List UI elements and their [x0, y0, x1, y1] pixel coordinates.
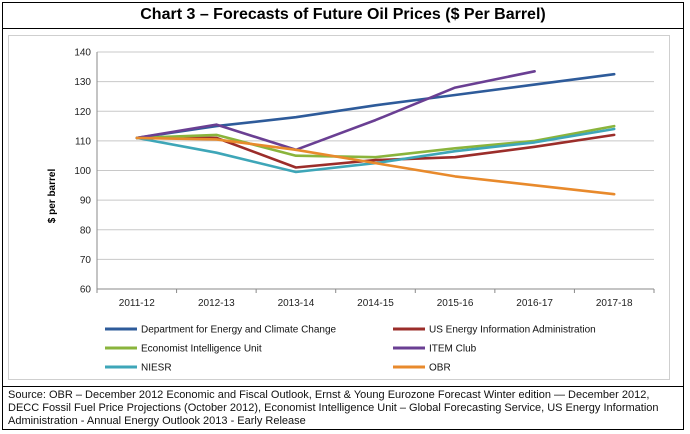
x-tick-label: 2013-14	[278, 298, 315, 309]
legend: Department for Energy and Climate Change…	[105, 325, 596, 374]
x-tick-label: 2012-13	[198, 298, 235, 309]
title-divider	[2, 28, 684, 29]
y-tick-labels: 60 70 80 90 100 110 120 130 140	[74, 48, 91, 296]
y-tick-label: 120	[74, 107, 91, 118]
series-lines	[135, 69, 616, 196]
y-axis-label: $ per barrel	[47, 169, 58, 224]
legend-label: Economist Intelligence Unit	[141, 344, 262, 355]
source-note: Source: OBR – December 2012 Economic and…	[8, 389, 659, 427]
x-tick-label: 2011-12	[119, 298, 155, 309]
legend-label: US Energy Information Administration	[429, 325, 596, 336]
x-tick-label: 2016-17	[516, 298, 553, 309]
source-divider	[2, 386, 684, 387]
y-tick-label: 130	[74, 77, 91, 88]
grid-lines	[96, 51, 655, 293]
legend-label: Department for Energy and Climate Change	[141, 325, 337, 336]
y-tick-label: 140	[74, 48, 91, 59]
x-tick-label: 2017-18	[596, 298, 633, 309]
y-tick-label: 80	[80, 225, 92, 236]
y-tick-label: 90	[80, 196, 92, 207]
legend-label: OBR	[429, 363, 451, 374]
series-line	[135, 72, 616, 140]
legend-label: NIESR	[141, 363, 172, 374]
y-tick-label: 110	[75, 136, 91, 147]
x-tick-label: 2015-16	[437, 298, 474, 309]
series-line	[135, 133, 616, 169]
y-tick-label: 100	[74, 166, 91, 177]
y-tick-label: 60	[80, 285, 92, 296]
chart-title: Chart 3 – Forecasts of Future Oil Prices…	[140, 6, 546, 23]
series-line	[135, 124, 616, 159]
y-tick-label: 70	[80, 255, 92, 266]
series-line	[135, 136, 616, 196]
x-tick-labels: 2011-12 2012-13 2013-14 2014-15 2015-16 2016-…	[119, 298, 633, 309]
chart-area: 60 70 80 90 100 110 120 130 140 2011-12 2012-13 20…	[8, 35, 670, 380]
x-tick-label: 2014-15	[357, 298, 394, 309]
legend-label: ITEM Club	[429, 344, 477, 355]
series-line	[135, 69, 536, 152]
